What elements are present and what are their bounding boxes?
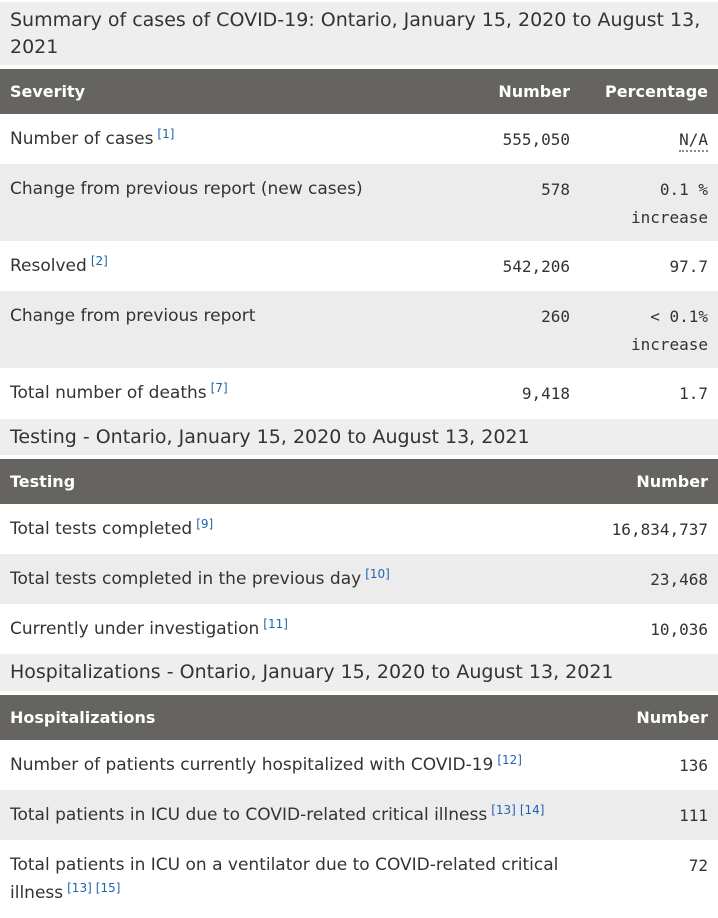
footnote-link[interactable]: [10] [365, 566, 390, 581]
severity-header-row: Severity Number Percentage [0, 69, 718, 115]
footnote-link[interactable]: [13] [491, 802, 516, 817]
row-number-value: 10,036 [650, 620, 708, 640]
table-row: Number of patients currently hospitalize… [0, 740, 718, 790]
footnote-link[interactable]: [15] [95, 880, 121, 895]
row-number-value: 542,206 [502, 257, 570, 277]
row-number-value: 260 [541, 307, 570, 327]
table-row: Total patients in ICU due to COVID-relat… [0, 790, 718, 841]
percentage-text: < 0.1% [650, 307, 708, 327]
table-row: Change from previous report (new cases) 5… [0, 164, 718, 242]
table-row: Resolved [2] 542,206 97.7 [0, 241, 718, 291]
table-row: Currently under investigation [11] 10,036 [0, 604, 718, 654]
row-label-text: Total number of deaths [10, 383, 207, 404]
row-label-text: Number of patients currently hospitalize… [10, 755, 494, 776]
hospitalizations-table-body: Number of patients currently hospitalize… [0, 740, 718, 918]
table-row: Total number of deaths [7] 9,418 1.7 [0, 368, 718, 418]
row-label: Total patients in ICU due to COVID-relat… [0, 790, 588, 840]
column-header-percentage: Percentage [580, 69, 718, 115]
testing-table-body: Total tests completed [9] 16,834,737 Total … [0, 504, 718, 654]
row-percentage-value: < 0.1% increase [580, 291, 718, 368]
table-row: Total tests completed [9] 16,834,737 [0, 504, 718, 554]
hospitalizations-header-row: Hospitalizations Number [0, 695, 718, 741]
percentage-text: 1.7 [679, 384, 708, 404]
testing-section: Testing - Ontario, January 15, 2020 to A… [0, 418, 718, 655]
row-label: Number of cases [1] [0, 114, 430, 164]
row-number-value: 72 [688, 856, 708, 876]
row-label-text: Total tests completed [10, 519, 193, 540]
row-label: Total number of deaths [7] [0, 368, 430, 418]
row-percentage-value: 1.7 [580, 368, 718, 418]
row-percentage-value: 97.7 [580, 241, 718, 291]
row-label: Total tests completed in the previous da… [0, 554, 588, 604]
footnote-link[interactable]: [14] [519, 802, 545, 817]
row-number-value: 578 [541, 180, 570, 200]
percentage-text-line2: increase [630, 208, 708, 228]
severity-section: Summary of cases of COVID-19: Ontario, J… [0, 2, 718, 419]
row-number-value: 9,418 [521, 384, 570, 404]
severity-table: Severity Number Percentage Number of cas… [0, 69, 718, 418]
row-label: Currently under investigation [11] [0, 604, 588, 654]
footnote-link[interactable]: [7] [210, 380, 228, 395]
row-label-text: Total tests completed in the previous da… [10, 569, 362, 590]
column-header-testing: Testing [0, 459, 588, 505]
column-header-hospitalizations: Hospitalizations [0, 695, 588, 741]
column-header-number: Number [430, 69, 580, 115]
row-label: Number of patients currently hospitalize… [0, 740, 588, 790]
percentage-text-line2: increase [630, 335, 708, 355]
footnote-link[interactable]: [11] [263, 616, 288, 631]
row-number-value: 23,468 [650, 570, 708, 590]
row-label: Resolved [2] [0, 241, 430, 291]
row-label-text: Resolved [10, 256, 87, 277]
row-label-text: Total patients in ICU due to COVID-relat… [10, 805, 488, 826]
table-row: Number of cases [1] 555,050 N/A [0, 114, 718, 164]
testing-header-row: Testing Number [0, 459, 718, 505]
percentage-abbr: N/A [679, 130, 708, 153]
row-label-text: Total patients in ICU on a ventilator du… [10, 855, 559, 904]
hospitalizations-table: Hospitalizations Number Number of patien… [0, 695, 718, 918]
testing-table-caption: Testing - Ontario, January 15, 2020 to A… [0, 418, 718, 456]
percentage-text: 97.7 [669, 257, 708, 277]
row-label: Change from previous report [0, 291, 430, 368]
row-number-value: 16,834,737 [611, 520, 708, 540]
row-label-text: Change from previous report [10, 306, 256, 327]
percentage-text: 0.1 % [659, 180, 708, 200]
row-number-value: 136 [679, 756, 708, 776]
column-header-severity: Severity [0, 69, 430, 115]
row-percentage-value: 0.1 % increase [580, 164, 718, 241]
footnote-link[interactable]: [12] [497, 752, 522, 767]
column-header-number: Number [588, 695, 718, 741]
footnote-link[interactable]: [1] [157, 126, 175, 141]
table-row: Total patients in ICU on a ventilator du… [0, 840, 718, 918]
footnote-link[interactable]: [9] [196, 516, 214, 531]
testing-table: Testing Number Total tests completed [9] 1… [0, 459, 718, 654]
severity-table-body: Number of cases [1] 555,050 N/A Change from … [0, 114, 718, 418]
row-label: Total tests completed [9] [0, 504, 588, 554]
row-percentage-value: N/A [580, 114, 718, 164]
row-number-value: 111 [679, 806, 708, 826]
table-row: Total tests completed in the previous da… [0, 554, 718, 605]
footnote-link[interactable]: [2] [90, 253, 108, 268]
hospitalizations-table-caption: Hospitalizations - Ontario, January 15, … [0, 654, 718, 692]
row-label-text: Number of cases [10, 129, 154, 150]
row-label-text: Currently under investigation [10, 619, 260, 640]
footnote-link[interactable]: [13] [67, 880, 92, 895]
severity-table-caption: Summary of cases of COVID-19: Ontario, J… [0, 2, 718, 66]
hospitalizations-section: Hospitalizations - Ontario, January 15, … [0, 654, 718, 918]
row-label: Total patients in ICU on a ventilator du… [0, 840, 588, 918]
row-label: Change from previous report (new cases) [0, 164, 430, 241]
column-header-number: Number [588, 459, 718, 505]
row-label-text: Change from previous report (new cases) [10, 179, 363, 200]
table-row: Change from previous report 260 < 0.1% incr… [0, 291, 718, 369]
row-number-value: 555,050 [502, 130, 570, 150]
